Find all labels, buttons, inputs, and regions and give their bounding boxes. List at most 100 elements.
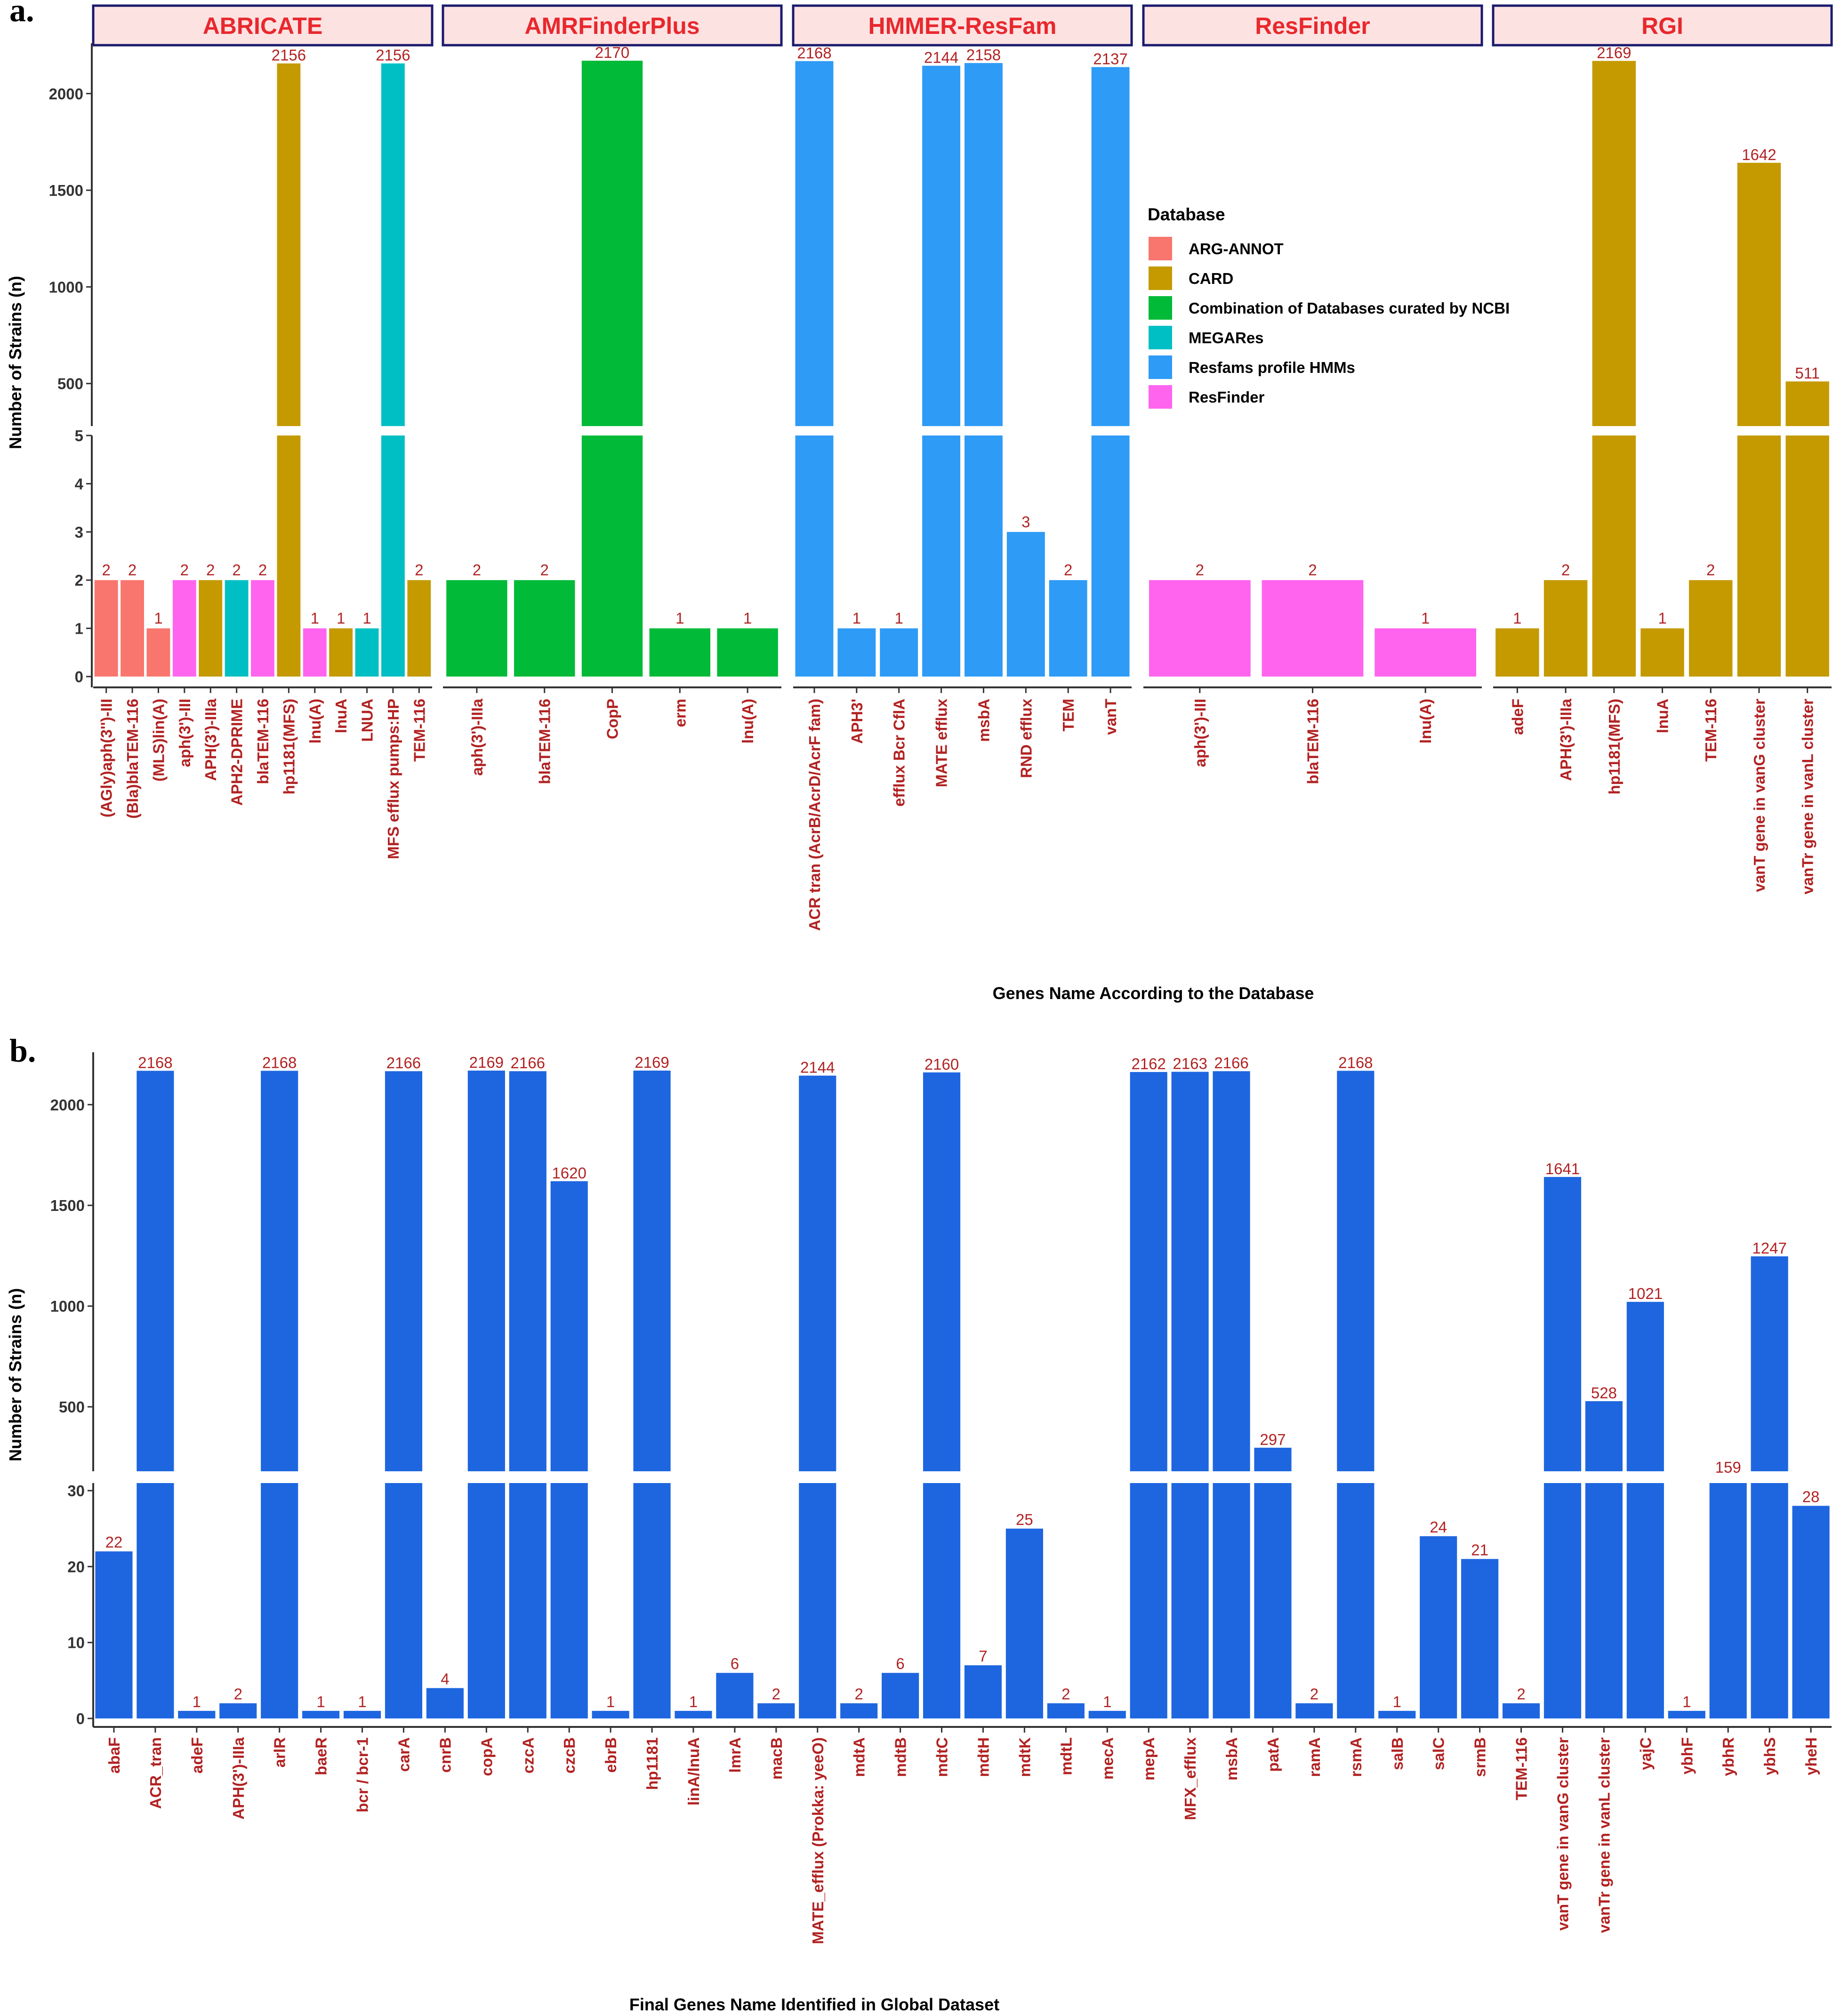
bar-lower-segment: [1171, 1483, 1209, 1718]
y-tick-label: 20: [67, 1558, 85, 1575]
x-tick-label: ebrB: [602, 1737, 619, 1773]
bar-value-label: 1: [689, 1693, 698, 1710]
bar: [94, 580, 118, 677]
bar-value-label: 2: [540, 561, 549, 579]
bar-value-label: 2156: [272, 47, 306, 64]
bar-value-label: 2: [234, 1685, 242, 1703]
bar-value-label: 2: [1706, 561, 1715, 579]
bar: [446, 580, 507, 677]
x-tick-label: salB: [1389, 1737, 1406, 1770]
bar: [649, 628, 711, 677]
x-tick-label: erm: [671, 699, 689, 727]
y-tick-label: 1000: [50, 1298, 85, 1315]
x-tick-label: czcB: [561, 1737, 578, 1774]
bar: [178, 1710, 216, 1718]
panel-a-chart: ABRICATE 2 (AGly)aph(3'')-III 2 (Bla)blaTEM-…: [6, 4, 1833, 1003]
bar-value-label: 6: [731, 1655, 739, 1672]
bar: [1668, 1710, 1705, 1718]
bar-value-label: 2: [232, 561, 241, 579]
bar-value-label: 25: [1016, 1511, 1033, 1528]
bar: [1640, 628, 1684, 677]
bar: [146, 628, 170, 677]
bar-value-label: 1: [358, 1693, 366, 1710]
bar-lower-segment: [923, 1483, 961, 1718]
bar: [121, 580, 144, 677]
legend-swatch: [1149, 237, 1172, 260]
x-tick-label: mecA: [1099, 1737, 1116, 1780]
bar-value-label: 2: [1561, 561, 1570, 579]
x-tick-label: APH(3')-IIIa: [1557, 698, 1575, 781]
x-tick-label: baeR: [313, 1737, 330, 1775]
bar-value-label: 1641: [1545, 1160, 1580, 1177]
bar: [1792, 1506, 1830, 1718]
x-tick-label: blaTEM-116: [1304, 699, 1322, 784]
bar-value-label: 2: [1061, 1685, 1070, 1703]
bar-upper-segment: [137, 1071, 174, 1471]
bar-value-label: 1: [362, 610, 371, 627]
x-tick-label: vanT: [1102, 699, 1119, 735]
bar: [717, 628, 778, 677]
bar-value-label: 2170: [595, 44, 629, 61]
x-tick-label: CopP: [604, 699, 621, 739]
bar-value-label: 1: [1393, 1693, 1401, 1710]
facet-strip-label: RGI: [1641, 13, 1683, 39]
bar: [1262, 580, 1364, 677]
bar-upper-segment: [581, 60, 643, 427]
y-tick-label: 10: [67, 1634, 85, 1652]
facet-strip: [1492, 4, 1833, 47]
x-tick-label: hp1181: [643, 1737, 661, 1790]
bar: [343, 1710, 381, 1718]
x-tick-label: lnu(A): [739, 699, 756, 743]
bar-value-label: 2: [1064, 561, 1072, 579]
x-tick-label: macB: [768, 1737, 785, 1780]
y-tick-label: 2: [75, 572, 83, 589]
bar-value-label: 2166: [511, 1054, 545, 1072]
bar-value-label: 159: [1715, 1459, 1741, 1476]
bar-value-label: 1: [675, 610, 684, 627]
x-tick-label: efflux Bcr CflA: [891, 699, 908, 806]
bar-upper-segment: [385, 1071, 423, 1471]
x-tick-label: vanTr gene in vanL cluster: [1799, 699, 1817, 895]
x-tick-label: mepA: [1140, 1737, 1158, 1781]
x-tick-label: carA: [395, 1737, 412, 1772]
bar-lower-segment: [137, 1483, 174, 1718]
bar: [1295, 1703, 1333, 1718]
bar-lower-segment: [1737, 435, 1781, 677]
bar: [1049, 580, 1087, 677]
x-tick-label: MFS efflux pumps:HP: [385, 699, 402, 859]
bar: [303, 628, 327, 677]
x-tick-label: vanT gene in vanG cluster: [1751, 699, 1768, 892]
x-tick-label: ybhS: [1761, 1737, 1778, 1775]
bar: [95, 1551, 133, 1718]
bar-value-label: 2: [854, 1685, 863, 1703]
bar-value-label: 2: [102, 561, 111, 579]
bar-upper-segment: [1737, 162, 1781, 427]
bar-value-label: 1642: [1742, 146, 1776, 163]
facet-strip: [442, 4, 783, 47]
facet-rgi: RGI 1 adeF 2 APH(3')-IIIa 2169 hp1181(MFS) 1 lnu…: [1492, 4, 1833, 895]
bar-upper-segment: [1751, 1256, 1788, 1471]
bar-value-label: 2169: [635, 1054, 669, 1071]
x-tick-label: APH(3')-IIIa: [230, 1737, 247, 1819]
bar-value-label: 2144: [924, 49, 958, 66]
bar-upper-segment: [1785, 381, 1829, 426]
bar: [837, 628, 876, 677]
bar: [1149, 580, 1251, 677]
bar: [880, 628, 918, 677]
bar-value-label: 1: [743, 610, 752, 627]
bar: [1378, 1710, 1416, 1718]
bar-lower-segment: [922, 435, 961, 677]
bar-value-label: 528: [1591, 1384, 1617, 1402]
x-tick-label: APH(3')-IIIa: [202, 698, 219, 781]
bar: [592, 1710, 629, 1718]
y-tick-label: 500: [59, 1398, 85, 1416]
bar-value-label: 6: [896, 1655, 904, 1672]
x-axis-title: Genes Name According to the Database: [993, 984, 1314, 1003]
bar-value-label: 1: [606, 1693, 615, 1710]
bar-lower-segment: [277, 435, 301, 677]
bar-upper-segment: [1626, 1302, 1664, 1471]
bar-upper-segment: [964, 63, 1003, 426]
x-tick-label: blaTEM-116: [536, 699, 554, 784]
bar-lower-segment: [381, 435, 405, 677]
